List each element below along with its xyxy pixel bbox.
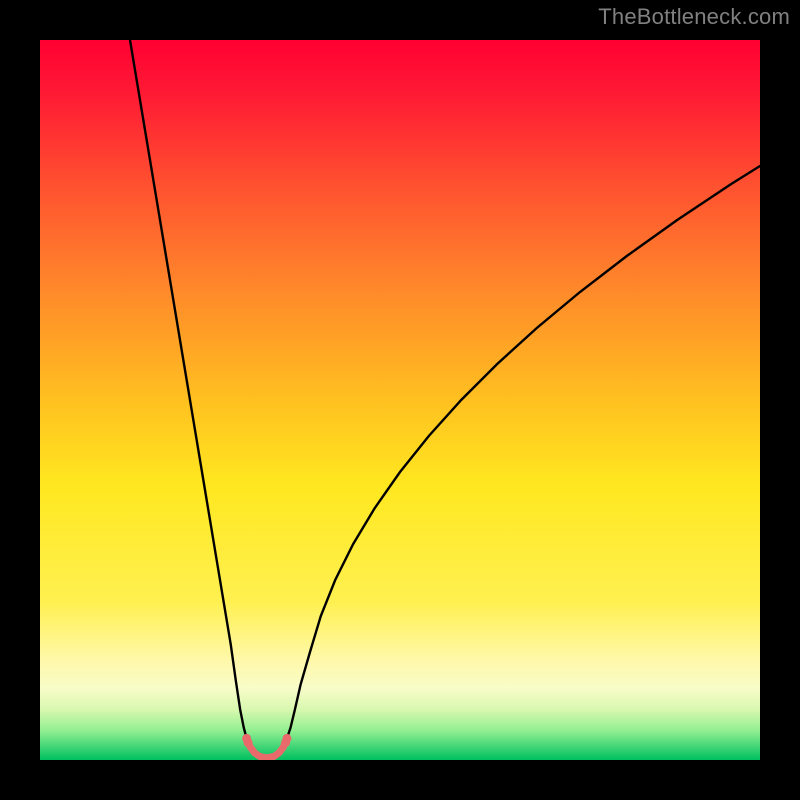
bottleneck-chart: [0, 0, 800, 800]
chart-container: TheBottleneck.com: [0, 0, 800, 800]
watermark-text: TheBottleneck.com: [598, 4, 790, 30]
